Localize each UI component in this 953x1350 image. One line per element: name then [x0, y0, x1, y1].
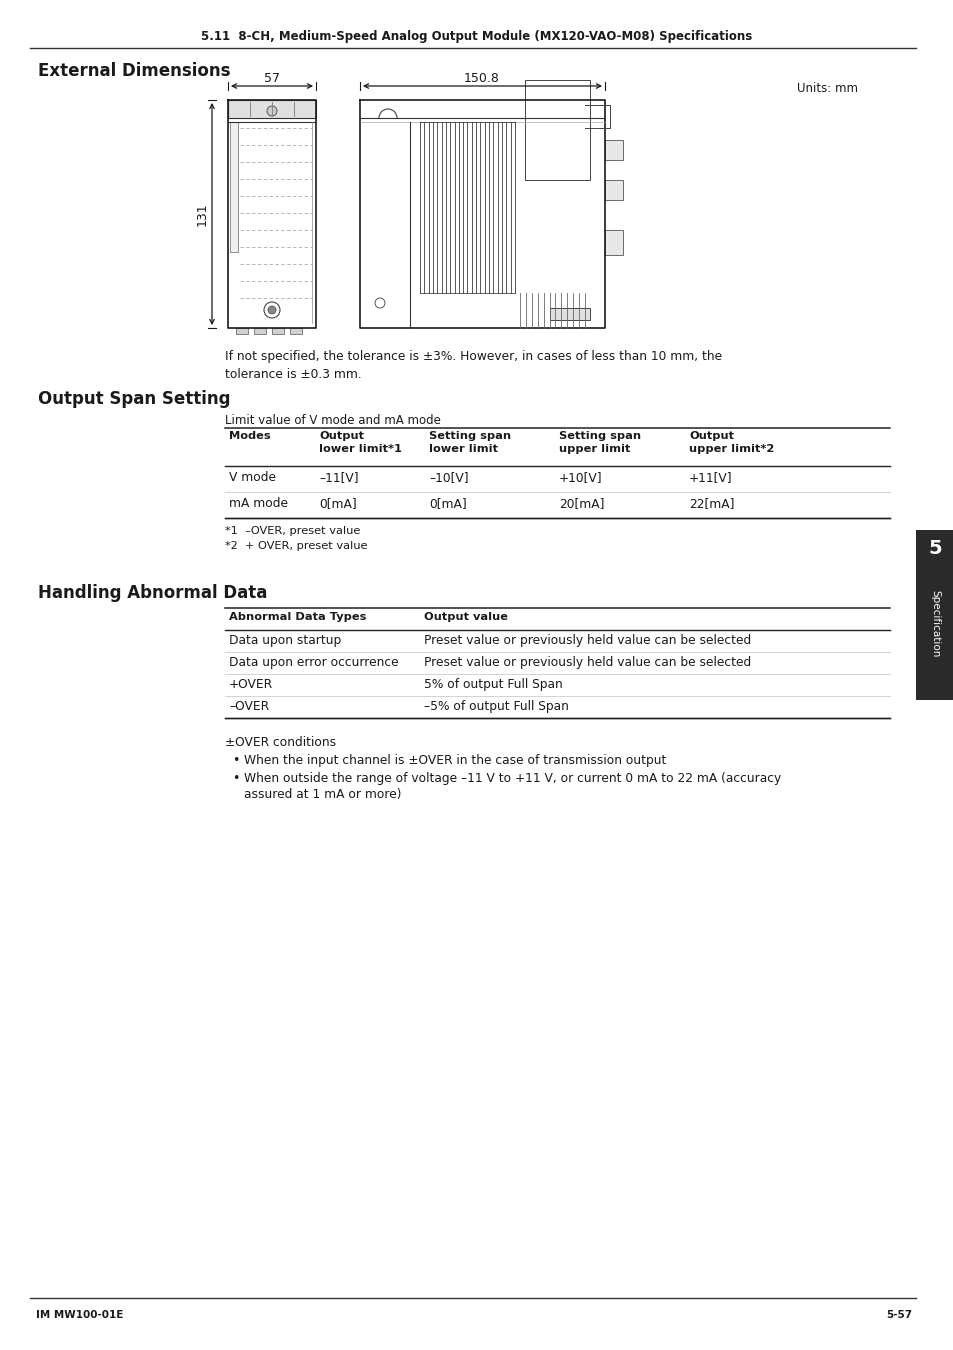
Text: External Dimensions: External Dimensions [38, 62, 231, 80]
Text: •: • [232, 772, 239, 784]
Circle shape [267, 107, 276, 116]
Bar [228, 100, 315, 117]
Text: 5.11  8-CH, Medium-Speed Analog Output Module (MX120-VAO-M08) Specifications: 5.11 8-CH, Medium-Speed Analog Output Mo… [201, 30, 752, 43]
Text: IM MW100-01E: IM MW100-01E [36, 1310, 123, 1320]
Text: 150.8: 150.8 [463, 72, 499, 85]
Text: Data upon startup: Data upon startup [229, 634, 341, 647]
Text: Setting span: Setting span [558, 431, 640, 441]
Text: •: • [232, 755, 239, 767]
Text: Preset value or previously held value can be selected: Preset value or previously held value ca… [423, 656, 750, 670]
Bar [604, 140, 622, 161]
Text: ±OVER conditions: ±OVER conditions [225, 736, 335, 749]
Text: 131: 131 [195, 202, 209, 225]
Bar [230, 122, 237, 252]
Text: Handling Abnormal Data: Handling Abnormal Data [38, 585, 267, 602]
Text: Output value: Output value [423, 612, 507, 622]
Text: Units: mm: Units: mm [796, 82, 857, 94]
Text: Output: Output [318, 431, 364, 441]
Text: Output Span Setting: Output Span Setting [38, 390, 231, 408]
Text: *2  + OVER, preset value: *2 + OVER, preset value [225, 541, 367, 551]
Text: 0[mA]: 0[mA] [318, 497, 356, 510]
Text: If not specified, the tolerance is ±3%. However, in cases of less than 10 mm, th: If not specified, the tolerance is ±3%. … [225, 350, 721, 363]
Bar [290, 328, 302, 333]
Text: +11[V]: +11[V] [688, 471, 732, 485]
Text: Limit value of V mode and mA mode: Limit value of V mode and mA mode [225, 414, 440, 427]
Text: 5: 5 [927, 539, 941, 558]
Text: 5-57: 5-57 [885, 1310, 911, 1320]
Bar [915, 531, 953, 701]
Text: upper limit: upper limit [558, 444, 630, 454]
Text: tolerance is ±0.3 mm.: tolerance is ±0.3 mm. [225, 369, 361, 381]
Text: upper limit*2: upper limit*2 [688, 444, 774, 454]
Circle shape [264, 302, 280, 319]
Text: +OVER: +OVER [229, 678, 273, 691]
Bar [272, 328, 284, 333]
Text: mA mode: mA mode [229, 497, 288, 510]
Text: +10[V]: +10[V] [558, 471, 602, 485]
Text: lower limit*1: lower limit*1 [318, 444, 401, 454]
Bar [550, 308, 589, 320]
Text: –10[V]: –10[V] [429, 471, 468, 485]
Text: 20[mA]: 20[mA] [558, 497, 604, 510]
Bar [604, 230, 622, 255]
Text: Data upon error occurrence: Data upon error occurrence [229, 656, 398, 670]
Text: Preset value or previously held value can be selected: Preset value or previously held value ca… [423, 634, 750, 647]
Text: Output: Output [688, 431, 733, 441]
Text: –OVER: –OVER [229, 701, 269, 713]
Text: Specification: Specification [929, 590, 939, 657]
Text: Abnormal Data Types: Abnormal Data Types [229, 612, 366, 622]
Text: Setting span: Setting span [429, 431, 511, 441]
Text: –5% of output Full Span: –5% of output Full Span [423, 701, 568, 713]
Bar [524, 80, 589, 180]
Text: 5% of output Full Span: 5% of output Full Span [423, 678, 562, 691]
Bar [235, 328, 248, 333]
Circle shape [268, 306, 275, 315]
Text: lower limit: lower limit [429, 444, 497, 454]
Text: When the input channel is ±OVER in the case of transmission output: When the input channel is ±OVER in the c… [244, 755, 666, 767]
Text: 0[mA]: 0[mA] [429, 497, 466, 510]
Text: When outside the range of voltage –11 V to +11 V, or current 0 mA to 22 mA (accu: When outside the range of voltage –11 V … [244, 772, 781, 784]
Text: 22[mA]: 22[mA] [688, 497, 734, 510]
Circle shape [375, 298, 385, 308]
Text: Modes: Modes [229, 431, 271, 441]
Text: 57: 57 [264, 72, 280, 85]
Text: V mode: V mode [229, 471, 275, 485]
Bar [604, 180, 622, 200]
Text: –11[V]: –11[V] [318, 471, 358, 485]
Bar [253, 328, 266, 333]
Text: *1  –OVER, preset value: *1 –OVER, preset value [225, 526, 360, 536]
Text: assured at 1 mA or more): assured at 1 mA or more) [244, 788, 401, 801]
